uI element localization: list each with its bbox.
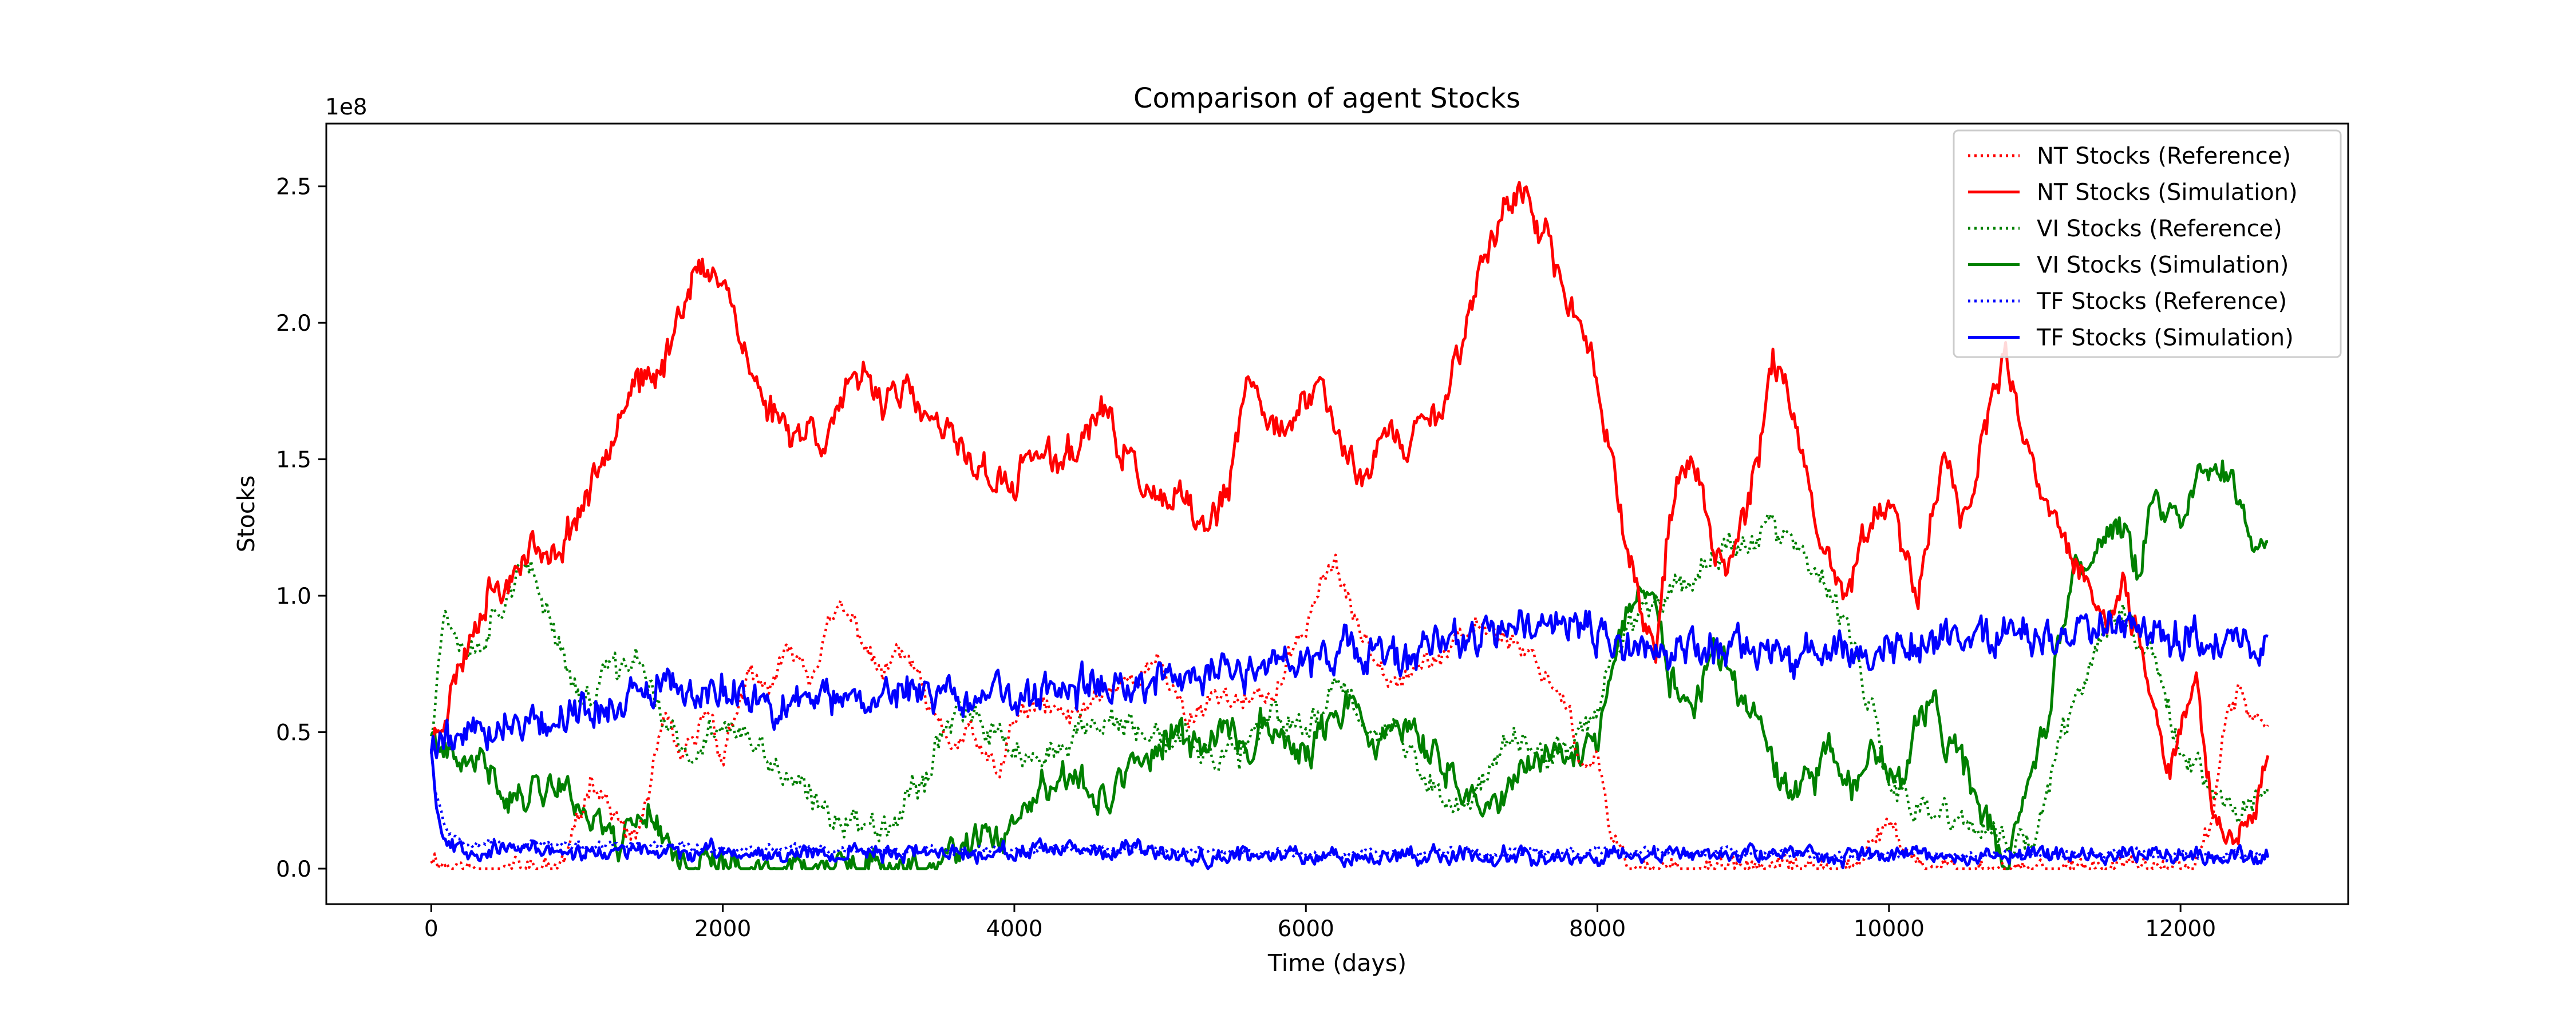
x-tick-label: 0 <box>424 916 438 942</box>
data-lines <box>429 181 2270 870</box>
x-tick-label: 2000 <box>694 916 751 942</box>
y-tick-label: 1.5 <box>276 447 311 473</box>
y-offset-label: 1e8 <box>325 94 368 120</box>
series-line-5 <box>430 748 2270 863</box>
x-tick-label: 8000 <box>1569 916 1626 942</box>
y-tick-label: 2.5 <box>276 175 311 200</box>
y-tick-label: 1.0 <box>276 584 311 609</box>
y-tick-label: 2.0 <box>276 311 311 336</box>
x-tick-label: 4000 <box>986 916 1042 942</box>
chart-title: Comparison of agent Stocks <box>1133 82 1520 114</box>
x-tick-label: 6000 <box>1278 916 1334 942</box>
legend: NT Stocks (Reference) NT Stocks (Simulati… <box>1953 129 2342 358</box>
series-line-6 <box>429 749 2270 870</box>
x-tick-label: 10000 <box>1854 916 1925 942</box>
x-tick-label: 12000 <box>2145 916 2216 942</box>
plot-area-frame <box>325 122 2349 905</box>
x-axis-label: Time (days) <box>1267 949 1406 977</box>
series-line-7 <box>429 609 2269 759</box>
legend-label: VI Stocks (Reference) <box>2037 216 2282 242</box>
y-axis-label: Stocks <box>232 476 260 553</box>
y-tick-label: 0.5 <box>276 720 311 746</box>
legend-label: NT Stocks (Reference) <box>2037 143 2291 169</box>
y-axis: 0.0 0.5 1.0 1.5 2.0 2.5 <box>276 175 326 882</box>
series-line-2 <box>429 181 2270 845</box>
legend-frame <box>1953 129 2342 358</box>
legend-label: TF Stocks (Reference) <box>2036 288 2287 315</box>
legend-label: VI Stocks (Simulation) <box>2037 252 2289 279</box>
x-axis: 0 2000 4000 6000 8000 10000 12000 <box>424 904 2216 942</box>
legend-label: NT Stocks (Simulation) <box>2037 180 2298 206</box>
legend-label: TF Stocks (Simulation) <box>2036 325 2294 351</box>
series-line-1 <box>430 553 2269 870</box>
y-tick-label: 0.0 <box>276 857 311 882</box>
